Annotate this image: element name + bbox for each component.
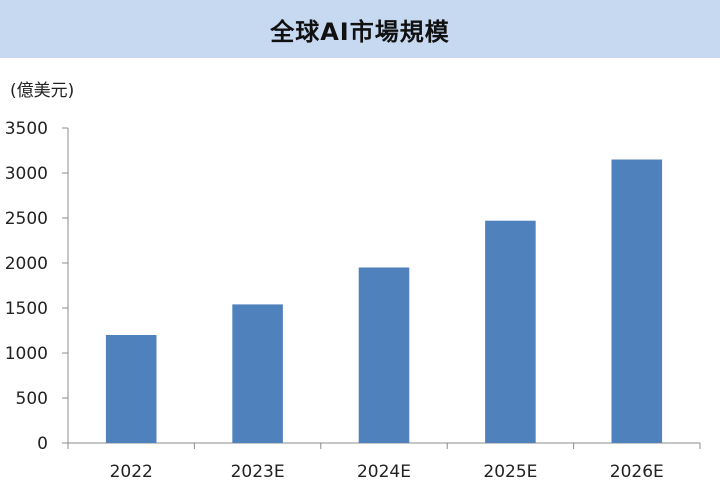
y-tick-label: 2000 bbox=[5, 254, 48, 274]
x-axis: 2022 2023E 2024E 2025E 2026E bbox=[67, 442, 701, 482]
y-tick-label: 500 bbox=[16, 389, 48, 409]
x-tick-label: 2022 bbox=[110, 462, 153, 482]
y-tick-label: 0 bbox=[37, 434, 48, 454]
x-tick-label: 2023E bbox=[231, 462, 285, 482]
y-axis: 0 500 1000 1500 2000 2500 3000 3500 bbox=[5, 119, 69, 454]
unit-label: (億美元) bbox=[10, 81, 75, 101]
bar-2025E bbox=[485, 220, 536, 443]
x-tick-label: 2024E bbox=[357, 462, 411, 482]
y-tick-label: 1000 bbox=[5, 344, 48, 364]
bar-2022 bbox=[105, 335, 157, 443]
x-tick-label: 2025E bbox=[483, 462, 537, 482]
y-tick-label: 3500 bbox=[5, 119, 48, 139]
x-tick-label: 2026E bbox=[610, 462, 664, 482]
bars bbox=[105, 159, 663, 443]
y-tick-label: 1500 bbox=[5, 299, 48, 319]
bar-2023E bbox=[232, 304, 283, 443]
y-tick-label: 2500 bbox=[5, 209, 48, 229]
chart-header: 全球AI市場規模 bbox=[0, 0, 720, 58]
bar-2026E bbox=[611, 159, 663, 443]
y-tick-label: 3000 bbox=[5, 164, 48, 184]
bar-2024E bbox=[358, 267, 410, 443]
chart-title: 全球AI市場規模 bbox=[270, 17, 450, 46]
